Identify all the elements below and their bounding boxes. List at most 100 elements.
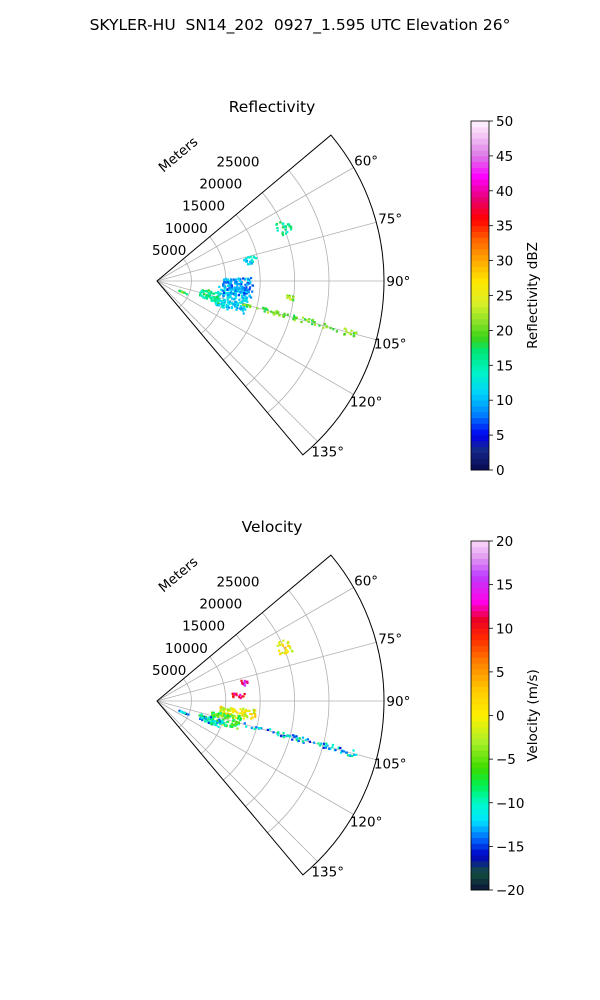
- data-gate: [279, 653, 282, 656]
- data-gate: [232, 719, 235, 722]
- data-gate: [223, 714, 226, 717]
- r-tick-label: 20000: [199, 177, 242, 193]
- data-gate: [254, 712, 257, 716]
- data-gate: [293, 736, 296, 739]
- data-gate: [288, 225, 292, 228]
- data-gate: [250, 717, 253, 720]
- grid-spoke: [156, 700, 377, 761]
- data-gate: [207, 717, 211, 720]
- data-gate: [253, 256, 256, 259]
- data-gate: [242, 717, 245, 720]
- data-region: [178, 709, 190, 716]
- data-gate: [222, 718, 225, 721]
- data-gate: [210, 711, 214, 714]
- colorbar-segment: [471, 604, 489, 612]
- data-gate: [226, 296, 229, 299]
- data-gate: [183, 291, 186, 294]
- data-gate: [217, 304, 221, 307]
- data-gate: [344, 328, 348, 331]
- colorbar-segment: [471, 132, 489, 139]
- data-region: [240, 679, 249, 687]
- data-gate: [339, 746, 342, 750]
- data-gate: [252, 255, 255, 258]
- data-gate: [207, 289, 210, 292]
- data-gate: [244, 283, 247, 286]
- colorbar-segment: [471, 202, 489, 209]
- data-gate: [260, 727, 263, 730]
- data-region: [198, 713, 224, 728]
- data-gate: [217, 291, 220, 295]
- data-gate: [223, 287, 226, 290]
- data-gate: [239, 693, 242, 696]
- data-gate: [292, 299, 295, 302]
- reflectivity-polar-chart: Reflectivity 5000 10000 15000 20000 25000 Mete…: [152, 98, 541, 479]
- data-gate: [222, 306, 225, 309]
- data-gate: [179, 710, 182, 713]
- data-gate: [228, 285, 231, 288]
- data-gate: [243, 681, 246, 684]
- data-gate: [290, 649, 294, 652]
- data-gate: [226, 708, 229, 711]
- colorbar-segment: [471, 196, 489, 203]
- data-gate: [217, 718, 220, 721]
- data-gate: [249, 281, 252, 284]
- data-gate: [252, 710, 256, 713]
- data-gate: [355, 753, 358, 756]
- data-gate: [219, 709, 222, 713]
- data-gate: [223, 289, 226, 292]
- data-gate: [238, 715, 241, 718]
- colorbar-segment: [471, 464, 489, 471]
- colorbar-segment: [471, 278, 489, 285]
- data-gate: [232, 291, 236, 294]
- panel-title: Velocity: [242, 518, 303, 536]
- data-gate: [204, 716, 208, 719]
- data-gate: [224, 708, 227, 711]
- data-gate: [215, 724, 218, 727]
- colorbar-segment: [471, 657, 489, 664]
- data-gate: [217, 715, 220, 719]
- data-gate: [224, 281, 227, 284]
- data-gate: [244, 708, 247, 711]
- data-gate: [199, 717, 202, 721]
- colorbar-segment: [471, 248, 489, 256]
- data-gate: [215, 296, 219, 299]
- data-gate: [273, 311, 276, 314]
- data-gate: [239, 291, 242, 295]
- colorbar-segment: [471, 307, 489, 314]
- grid-spoke: [156, 700, 318, 862]
- colorbar-segment: [471, 767, 489, 775]
- data-gate: [311, 323, 314, 326]
- data-gate: [278, 313, 281, 317]
- data-gate: [235, 720, 238, 724]
- data-gate: [178, 289, 181, 293]
- data-gate: [221, 303, 224, 306]
- colorbar-segment: [471, 616, 489, 623]
- data-gate: [204, 720, 208, 723]
- data-gate: [322, 742, 326, 745]
- data-gate: [235, 287, 238, 290]
- data-gate: [301, 740, 304, 743]
- colorbar-segment: [471, 668, 489, 676]
- data-gate: [242, 277, 245, 280]
- data-gate: [210, 299, 213, 302]
- data-gate: [254, 715, 257, 718]
- data-gate: [236, 717, 240, 720]
- colorbar-segment: [471, 376, 489, 384]
- data-gate: [297, 739, 300, 742]
- data-gate: [325, 742, 328, 745]
- data-gate: [322, 326, 325, 329]
- data-gate: [254, 257, 258, 260]
- data-gate: [234, 292, 238, 295]
- data-gate: [332, 328, 335, 331]
- data-gate: [313, 741, 316, 744]
- data-gate: [232, 288, 235, 291]
- data-gate: [281, 314, 285, 317]
- data-gate: [250, 726, 253, 730]
- colorbar-segment: [471, 692, 489, 699]
- data-gate: [215, 300, 218, 303]
- colorbar-segment: [471, 837, 489, 844]
- data-gate: [241, 291, 244, 294]
- colorbar-segment: [471, 680, 489, 687]
- data-gate: [322, 746, 325, 749]
- data-gate: [251, 260, 255, 263]
